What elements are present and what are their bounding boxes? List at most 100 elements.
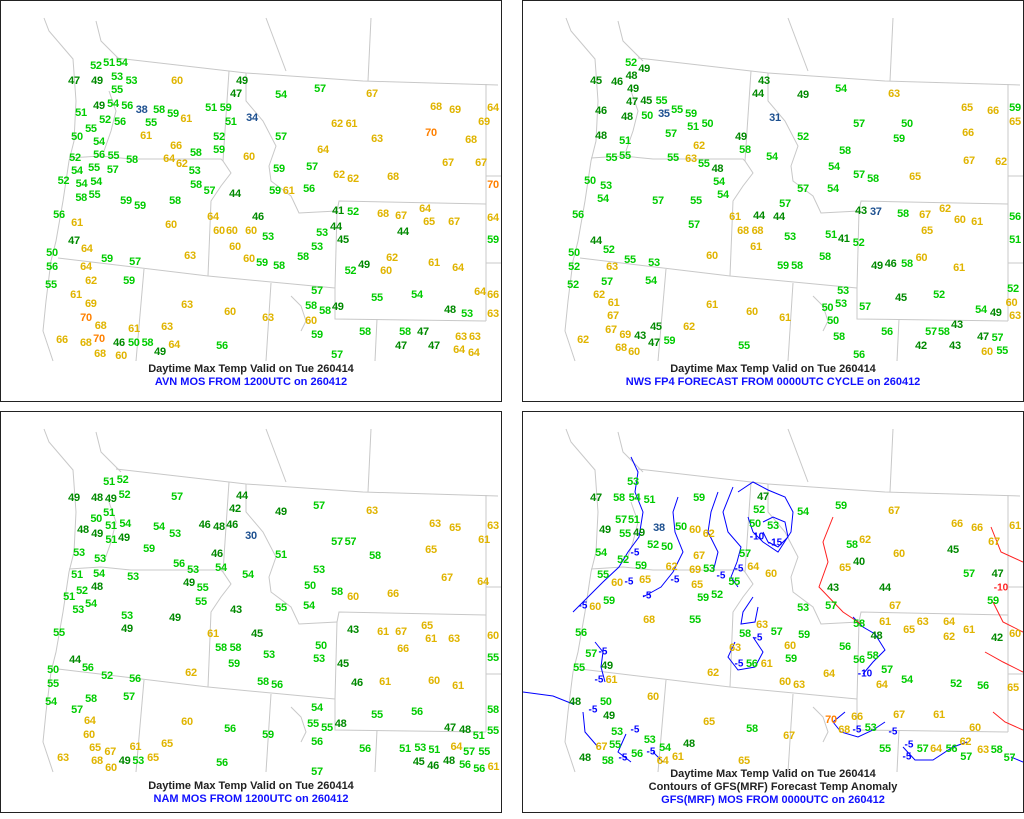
station-temp: 55	[88, 189, 101, 202]
boundary-line	[42, 428, 77, 773]
station-temp: 57	[313, 500, 325, 512]
anomaly-contour-negative	[523, 691, 574, 705]
station-temp: 50	[901, 118, 913, 130]
station-temp: 47	[626, 96, 638, 109]
station-temp: 63	[888, 88, 900, 100]
station-temp: 51	[63, 591, 75, 603]
station-temp: 48	[625, 70, 638, 82]
boundary-line	[207, 70, 232, 277]
station-temp: 63	[487, 520, 499, 532]
station-temp: 57	[797, 183, 809, 195]
panel-nam-mos: 49 48 51 52 52 49 51 57 44 42 49 57 63 63 65 63 61 50 51 54…	[0, 411, 502, 813]
boundary-line	[858, 200, 1009, 212]
station-temp: 50	[71, 131, 83, 144]
station-temp: 45	[337, 234, 349, 246]
station-temp: 70	[425, 127, 437, 139]
station-temp: 59	[123, 275, 135, 287]
station-temp: 68	[91, 755, 103, 767]
station-temp: 44	[69, 654, 81, 666]
station-temp: 57	[881, 664, 893, 676]
boundary-line	[579, 257, 858, 289]
station-temp: 52	[116, 474, 129, 486]
station-temp: 66	[951, 518, 963, 530]
boundary-line	[856, 621, 1009, 733]
station-temp: 58	[85, 693, 97, 705]
station-temp: 68	[79, 337, 92, 349]
station-temp: 55	[196, 582, 209, 594]
boundary-line	[374, 318, 378, 362]
station-temp: 60	[171, 75, 183, 87]
station-temp: 55	[53, 627, 65, 639]
station-temp: 49	[603, 710, 615, 722]
station-temp: 64	[467, 347, 480, 359]
panel-caption: Daytime Max Temp Valid on Tue 260414	[148, 780, 354, 792]
boundary-line	[334, 621, 487, 733]
station-temp: 50	[315, 640, 327, 652]
station-temp: 51	[627, 514, 640, 526]
station-temp: 60	[765, 568, 777, 580]
anomaly-contour-negative	[722, 486, 742, 588]
station-temp: 58	[153, 104, 165, 116]
station-temp: 56	[853, 349, 865, 361]
station-temp: 64	[317, 144, 329, 156]
station-temp: 61	[180, 113, 193, 125]
anomaly-contour-label: -10	[993, 582, 1009, 594]
station-temp: 67	[607, 310, 619, 322]
station-temp: 58	[305, 300, 317, 312]
station-temp: 65	[839, 562, 851, 574]
boundary-line	[334, 210, 487, 322]
boundary-line	[579, 668, 858, 700]
station-temp: 60	[969, 722, 981, 734]
boundary-line	[657, 268, 667, 362]
station-temp: 53	[263, 649, 275, 661]
station-temp: 56	[853, 654, 865, 666]
station-temp: 52	[347, 206, 359, 218]
boundary-line	[564, 428, 599, 773]
station-temp: 55	[487, 652, 499, 664]
state-boundaries-map	[42, 428, 501, 773]
station-temp: 54	[717, 189, 729, 201]
boundary-line	[787, 282, 794, 362]
anomaly-contour-label: -5	[734, 658, 744, 670]
anomaly-contour-negative	[762, 516, 789, 548]
station-temp: 41	[837, 233, 850, 245]
station-temp: 55	[597, 569, 609, 581]
station-temp: 51	[472, 729, 485, 742]
station-temp: 51	[428, 744, 441, 756]
station-temp: 49	[599, 524, 611, 536]
station-temp: 60	[915, 252, 928, 264]
station-temp: 67	[988, 536, 1000, 548]
station-temp: 68	[387, 171, 399, 183]
anomaly-contour-label: -5	[670, 574, 680, 586]
station-temp: 61	[377, 626, 389, 638]
station-temp: 59	[663, 335, 676, 347]
station-temp: 55	[47, 678, 59, 690]
station-temp: 60	[243, 151, 255, 163]
station-temp: 54	[107, 97, 119, 110]
station-temp: 61	[282, 185, 295, 197]
station-temp: 53	[461, 308, 473, 320]
station-temp: 54	[645, 275, 657, 287]
station-temp: 55	[45, 279, 57, 291]
station-temp: 61	[70, 289, 82, 301]
station-temp: 59	[143, 543, 155, 555]
station-temp: 49	[121, 623, 133, 635]
station-temp: 57	[770, 626, 783, 638]
station-temp: 50	[46, 247, 58, 259]
station-temp: 57	[123, 691, 135, 703]
station-temp: 59	[167, 108, 179, 120]
station-temp: 56	[46, 261, 58, 273]
station-temp: 45	[412, 755, 425, 768]
station-temp: 54	[45, 696, 57, 708]
station-temp: 55	[487, 725, 499, 737]
station-temp: 46	[427, 759, 439, 772]
station-temp: 49	[68, 492, 80, 504]
station-temp: 48	[683, 738, 695, 750]
station-temp: 54	[215, 562, 227, 574]
station-temp: 56	[945, 743, 958, 755]
boundary-line	[729, 70, 754, 277]
station-temp: 54	[85, 597, 97, 610]
station-temp: 43	[758, 75, 770, 87]
station-temp: 64	[930, 743, 942, 755]
state-boundaries-map	[564, 17, 1023, 362]
